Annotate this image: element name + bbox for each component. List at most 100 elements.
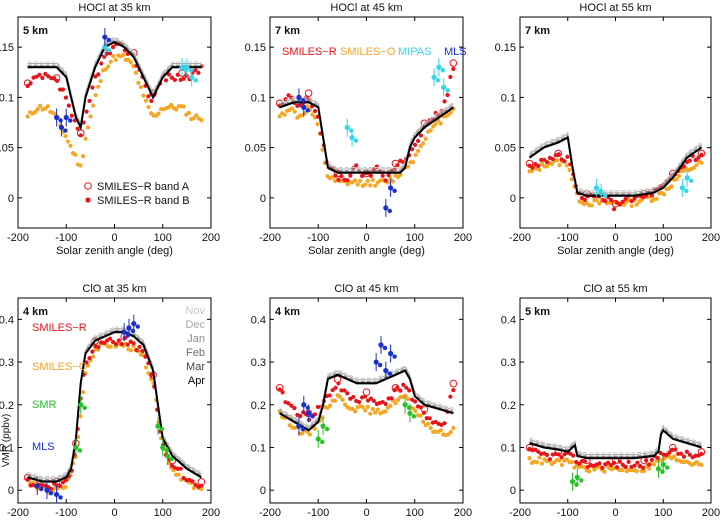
- smiles-r-band-a-point: [333, 375, 342, 384]
- smiles-r-point: [536, 449, 541, 454]
- smiles-r-point: [172, 77, 177, 83]
- smiles-o-point: [647, 466, 652, 471]
- smr-point: [159, 426, 165, 432]
- smiles-r-band-a-point: [669, 443, 677, 452]
- model-line: [529, 426, 702, 456]
- smiles-r-point: [418, 133, 424, 138]
- smiles-o-point: [93, 92, 98, 98]
- smr-point: [574, 482, 579, 487]
- smr-point: [324, 426, 330, 432]
- smiles-r-point: [69, 113, 74, 118]
- smiles-r-point: [448, 74, 453, 80]
- smiles-o-point: [567, 167, 572, 172]
- smr-point: [406, 405, 412, 410]
- smiles-o-point: [156, 111, 161, 116]
- x-tick-label: 0: [363, 232, 369, 244]
- smiles-r-point: [292, 406, 297, 411]
- smiles-o-point: [80, 390, 86, 395]
- y-tick-label: 0.4: [501, 314, 516, 326]
- plot-area: [525, 131, 706, 212]
- smiles-r-point: [131, 341, 136, 346]
- mls-point: [388, 185, 394, 191]
- y-tick-label: 0.2: [0, 400, 14, 412]
- y-tick-label: 0.2: [251, 400, 266, 412]
- smiles-r-point: [169, 75, 175, 80]
- smiles-r-band-a-point: [525, 443, 534, 452]
- mls-point: [58, 118, 63, 123]
- x-tick-label: 100: [406, 232, 424, 244]
- smiles-o-point: [340, 397, 345, 402]
- smiles-o-point: [365, 178, 370, 184]
- smiles-r-point: [681, 454, 687, 459]
- mls-point: [301, 402, 307, 408]
- smiles-r-point: [354, 163, 359, 168]
- smiles-r-point: [401, 382, 406, 387]
- smiles-o-point: [65, 139, 71, 144]
- smiles-o-point: [363, 182, 368, 187]
- smiles-o-point: [589, 203, 594, 208]
- smiles-r-point: [562, 159, 567, 164]
- smiles-o-point: [691, 165, 697, 170]
- smiles-o-point: [652, 462, 657, 467]
- smiles-r-point: [90, 85, 95, 90]
- smiles-o-point: [355, 182, 360, 187]
- y-tick-label: 0.1: [0, 92, 14, 104]
- smiles-o-point: [564, 457, 570, 462]
- smiles-o-point: [423, 136, 428, 141]
- smiles-o-point: [418, 144, 423, 149]
- panel-6: ClO at 55 km -200 -100 0 100 200 0 0.1 0.2 0.3 0.4…: [501, 283, 720, 519]
- smr-point: [155, 423, 161, 429]
- smiles-o-point: [395, 397, 401, 403]
- mls-point: [306, 410, 312, 416]
- smiles-r-point: [655, 455, 660, 461]
- model-line: [529, 131, 702, 192]
- smiles-r-point: [90, 349, 95, 354]
- x-tick-label: 0: [111, 232, 117, 244]
- smiles-r-point: [43, 71, 48, 77]
- smiles-r-point: [333, 385, 338, 390]
- smr-point: [73, 444, 79, 451]
- smiles-o-point: [78, 414, 83, 419]
- model-line: [279, 101, 454, 174]
- model-line: [279, 98, 454, 170]
- smiles-r-point: [407, 388, 412, 393]
- smr-point: [655, 466, 662, 472]
- smiles-r-point: [345, 391, 350, 396]
- smiles-r-point: [412, 142, 418, 148]
- mipas-point: [688, 178, 694, 183]
- smiles-o-point: [169, 102, 174, 108]
- smiles-r-point: [190, 479, 195, 484]
- smiles-o-point: [403, 393, 408, 398]
- smiles-o-point: [661, 192, 667, 197]
- mls-point: [125, 332, 131, 338]
- x-tick-label: 200: [454, 232, 472, 244]
- smiles-r-point: [365, 398, 371, 403]
- x-tick-label: 0: [363, 507, 369, 519]
- mls-point: [305, 108, 310, 113]
- altitude-label: 7 km: [525, 25, 550, 37]
- model-line: [529, 134, 702, 195]
- smiles-r-point: [63, 478, 69, 483]
- mls-point: [392, 354, 397, 359]
- smiles-o-point: [174, 107, 179, 112]
- smiles-o-point: [138, 84, 144, 90]
- smiles-r-point: [125, 342, 130, 347]
- smiles-o-point: [537, 455, 542, 460]
- smiles-r-point: [312, 108, 318, 114]
- mipas-point: [440, 68, 446, 73]
- smiles-r-point: [386, 173, 391, 178]
- mls-point: [383, 205, 389, 211]
- smiles-o-point: [582, 465, 587, 470]
- x-tick-label: -200: [7, 507, 29, 519]
- y-tick-label: 0: [510, 485, 516, 497]
- mipas-point: [602, 193, 608, 199]
- smiles-o-point: [654, 196, 659, 202]
- series-label: MLS: [32, 441, 55, 453]
- smiles-o-point: [83, 136, 88, 141]
- smiles-r-point: [445, 92, 450, 98]
- smiles-r-point: [137, 344, 142, 350]
- smiles-o-point: [413, 152, 418, 157]
- mipas-point: [679, 185, 685, 191]
- smiles-r-band-a-point: [697, 448, 706, 456]
- chart-title: HOCl at 55 km: [579, 2, 651, 14]
